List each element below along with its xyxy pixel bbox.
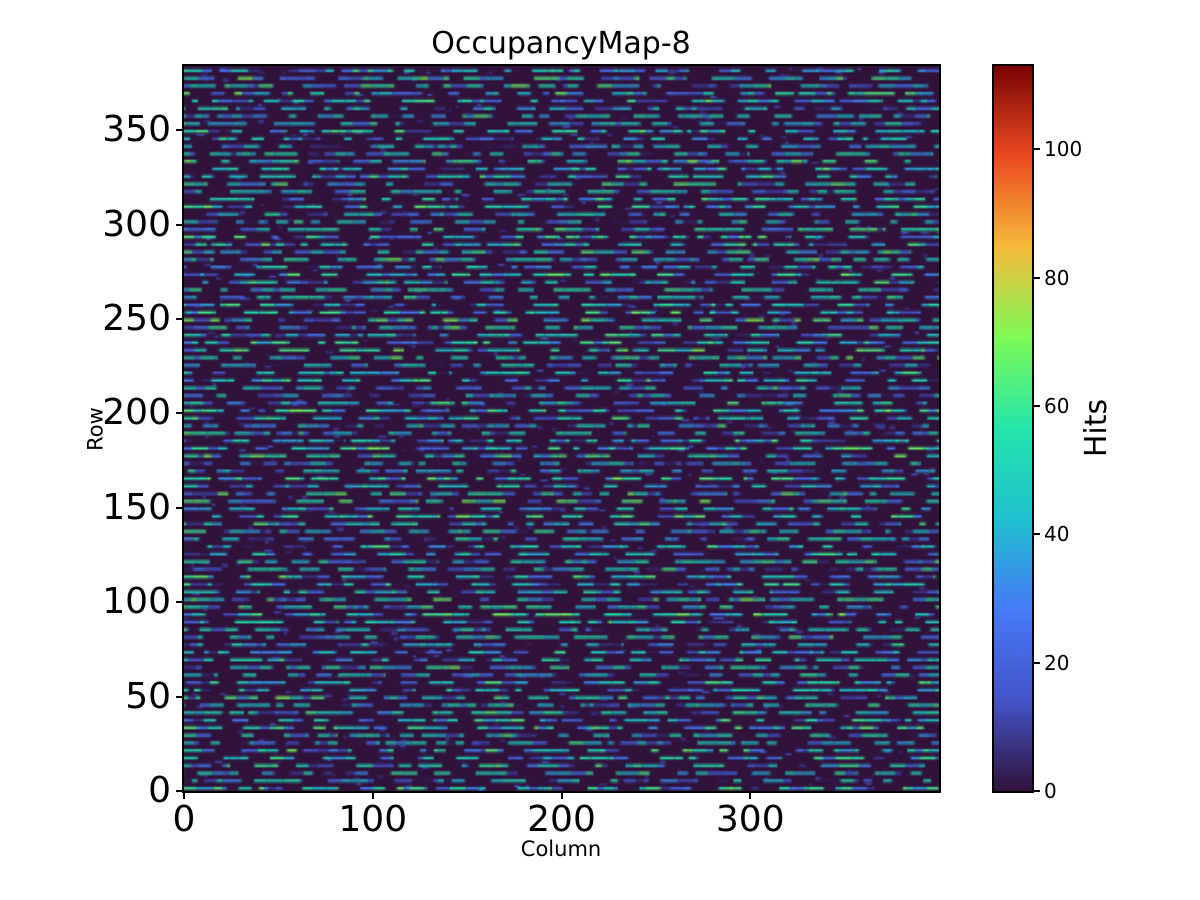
x-axis-label: Column — [520, 837, 602, 861]
y-tick-mark — [176, 412, 184, 415]
colorbar-tick-mark — [1032, 790, 1040, 792]
colorbar-tick-label: 100 — [1044, 137, 1083, 162]
y-tick-label: 0 — [148, 770, 171, 811]
plot-area — [182, 64, 941, 793]
x-tick-mark — [183, 791, 185, 799]
y-tick-mark — [176, 506, 184, 509]
x-tick-label: 0 — [172, 799, 196, 840]
y-tick-label: 150 — [102, 486, 171, 528]
heatmap-canvas — [184, 66, 939, 791]
y-tick-label: 300 — [102, 203, 171, 245]
y-tick-mark — [176, 695, 184, 698]
x-tick-label: 200 — [527, 799, 596, 840]
colorbar-label: Hits — [1079, 398, 1114, 458]
x-tick-mark — [749, 791, 752, 799]
colorbar-tick-label: 0 — [1044, 779, 1057, 803]
y-tick-label: 350 — [102, 109, 171, 151]
x-tick-label: 100 — [338, 799, 408, 840]
y-tick-label: 100 — [102, 581, 171, 623]
x-tick-label: 300 — [715, 799, 785, 840]
y-tick-mark — [176, 790, 184, 792]
y-tick-mark — [176, 601, 184, 604]
colorbar-tick-mark — [1032, 405, 1040, 408]
colorbar-tick-mark — [1032, 276, 1040, 279]
colorbar-tick-mark — [1032, 533, 1040, 536]
x-tick-mark — [371, 791, 374, 799]
x-tick-mark — [560, 791, 563, 799]
y-tick-label: 200 — [102, 392, 171, 434]
y-tick-mark — [176, 317, 184, 320]
colorbar-tick-label: 40 — [1044, 522, 1070, 547]
colorbar — [992, 64, 1034, 793]
colorbar-tick-label: 60 — [1044, 394, 1070, 419]
colorbar-tick-mark — [1032, 148, 1040, 151]
y-tick-label: 50 — [125, 675, 171, 717]
y-tick-mark — [176, 223, 184, 226]
y-tick-mark — [176, 129, 184, 132]
y-tick-label: 250 — [102, 297, 171, 339]
chart-title: OccupancyMap-8 — [431, 26, 691, 61]
colorbar-tick-label: 80 — [1044, 265, 1070, 290]
y-axis-label: Row — [83, 407, 108, 451]
colorbar-tick-mark — [1032, 661, 1040, 664]
colorbar-tick-label: 20 — [1044, 650, 1070, 675]
